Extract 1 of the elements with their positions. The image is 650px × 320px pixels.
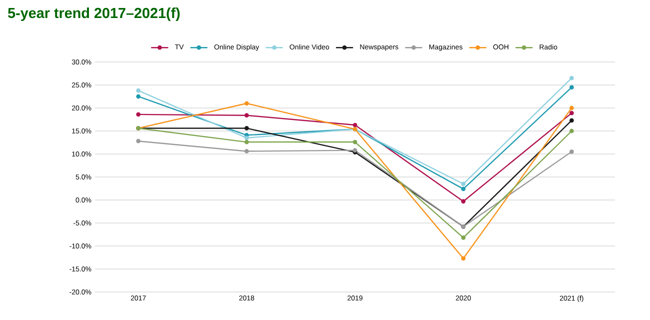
chart-title: 5-year trend 2017–2021(f) <box>8 8 180 21</box>
